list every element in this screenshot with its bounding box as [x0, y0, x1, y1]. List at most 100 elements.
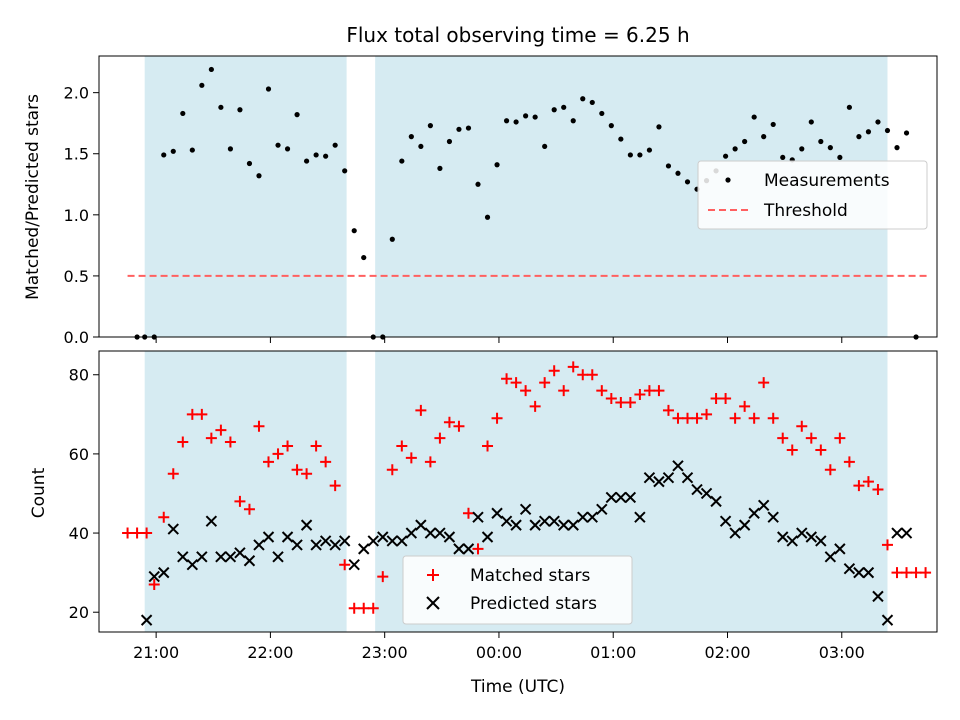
matched-star-point [901, 567, 913, 579]
measurement-point [361, 254, 367, 261]
bottom-y-ticks: 20 40 60 80 [69, 366, 99, 622]
predicted-star-point [396, 535, 408, 547]
matched-star-point [339, 559, 351, 571]
predicted-star-point [815, 535, 827, 547]
measurement-point [684, 179, 691, 185]
bottom-matched-points [122, 361, 932, 614]
predicted-star-point [853, 566, 865, 579]
predicted-star-point [662, 471, 675, 484]
measurement-point [294, 112, 300, 118]
predicted-star-point [872, 590, 884, 603]
measurement-point [561, 104, 567, 110]
predicted-star-point [729, 527, 741, 539]
x-tick-label: 21:00 [133, 643, 179, 662]
predicted-star-point [243, 555, 256, 567]
predicted-star-point [767, 511, 779, 523]
matched-star-point [786, 444, 798, 456]
legend-matched-marker [427, 569, 439, 581]
matched-star-point [520, 385, 532, 397]
matched-star-point [131, 527, 143, 539]
predicted-star-point [358, 543, 370, 555]
y-tick-label: 0.5 [64, 267, 89, 286]
matched-star-point [605, 392, 617, 404]
measurement-point [837, 154, 843, 161]
predicted-star-point [215, 551, 227, 563]
measurement-point [284, 146, 291, 152]
measurement-point [208, 66, 214, 73]
predicted-star-point [862, 566, 875, 579]
bottom-panel: 20 40 60 80 21:00 22:00 23:00 00:00 01:00 02:00 0… [29, 350, 938, 697]
predicted-star-point [434, 527, 446, 539]
matched-star-point [691, 412, 703, 424]
predicted-star-point [558, 519, 570, 531]
matched-star-point [348, 602, 360, 614]
predicted-star-point [538, 515, 551, 527]
measurement-point [665, 163, 672, 169]
bottom-legend-box [402, 555, 633, 625]
measurement-point [770, 121, 776, 128]
measurement-point [580, 96, 586, 102]
predicted-star-point [700, 487, 713, 500]
bottom-plot-frame [98, 350, 938, 633]
predicted-star-point [777, 531, 789, 543]
matched-star-point [158, 511, 170, 523]
predicted-star-point [605, 491, 618, 504]
measurement-point [875, 119, 881, 125]
matched-star-point [386, 464, 398, 476]
matched-star-point [615, 396, 627, 408]
predicted-star-point [624, 491, 637, 504]
y-tick-label: 1.5 [64, 145, 89, 164]
predicted-star-point [348, 559, 360, 571]
matched-star-point [805, 432, 817, 444]
predicted-star-point [453, 543, 465, 555]
legend-measurements-label: Measurements [764, 171, 890, 191]
predicted-star-point [158, 566, 170, 579]
predicted-star-point [796, 527, 808, 539]
measurement-point [170, 148, 176, 154]
predicted-star-point [596, 503, 608, 516]
matched-star-point [396, 440, 408, 452]
measurement-point [742, 138, 748, 145]
measurement-point [351, 228, 357, 234]
predicted-star-point [843, 562, 856, 575]
x-tick-label: 23:00 [362, 643, 408, 662]
predicted-star-point [786, 535, 798, 547]
predicted-star-point [424, 527, 437, 539]
predicted-star-point [367, 535, 379, 547]
predicted-star-point [148, 570, 160, 583]
matched-star-point [796, 420, 808, 432]
top-legend: Measurements Threshold [697, 160, 928, 230]
predicted-star-point [205, 515, 218, 527]
measurement-point [846, 104, 852, 110]
predicted-star-point [186, 559, 199, 571]
measurement-point [570, 118, 576, 124]
matched-star-point [358, 602, 370, 614]
measurement-point [884, 127, 891, 134]
matched-star-point [291, 464, 303, 476]
measurement-point [427, 123, 433, 129]
matched-star-point [881, 539, 893, 551]
predicted-star-point [281, 531, 294, 543]
matched-star-point [263, 456, 275, 468]
matched-star-point [682, 412, 694, 424]
top-panel: 0.00.51.01.52.0 Matched/Predicted stars … [23, 55, 938, 347]
predicted-star-point [405, 527, 418, 539]
matched-star-point [148, 579, 160, 591]
matched-star-point [634, 389, 646, 401]
predicted-star-point [481, 531, 494, 543]
predicted-star-point [377, 531, 389, 543]
predicted-star-point [262, 531, 275, 543]
measurement-point [751, 114, 757, 120]
matched-star-point [624, 396, 636, 408]
predicted-star-point [615, 491, 627, 504]
x-tick-label: 03:00 [819, 643, 865, 662]
measurement-point [808, 119, 814, 125]
matched-star-point [301, 468, 313, 480]
measurement-point [656, 124, 662, 130]
matched-star-point [415, 404, 427, 416]
measurement-point [780, 154, 786, 161]
measurement-point [903, 130, 910, 136]
y-tick-label: 20 [69, 603, 89, 622]
x-tick-label: 00:00 [476, 643, 522, 662]
predicted-star-point [691, 483, 703, 496]
